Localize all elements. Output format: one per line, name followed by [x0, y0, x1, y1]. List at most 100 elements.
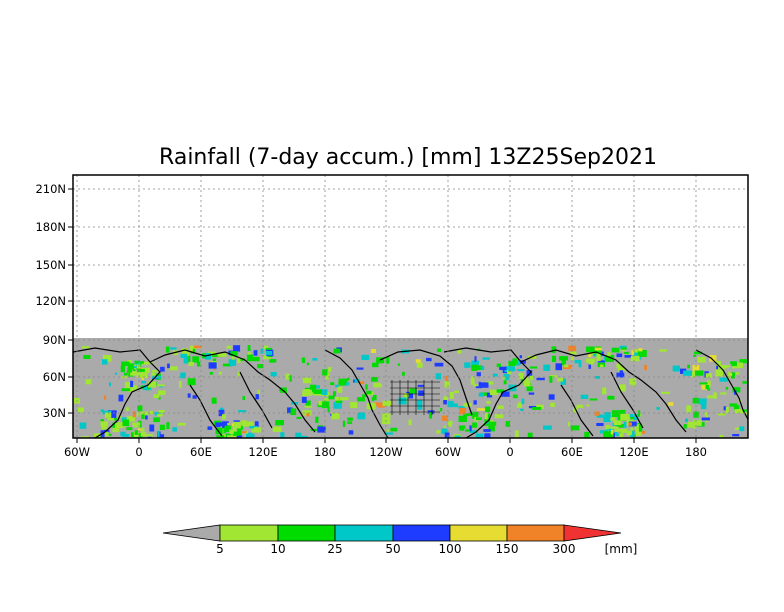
- rainfall-field: [73, 345, 748, 438]
- rain-cell: [731, 372, 735, 379]
- rain-cell: [131, 366, 138, 369]
- rain-cell: [690, 371, 696, 378]
- rain-cell: [512, 394, 518, 399]
- rain-cell: [735, 372, 740, 375]
- rain-cell: [707, 395, 715, 399]
- rain-cell: [136, 364, 141, 369]
- rain-cell: [543, 425, 552, 430]
- rain-cell: [222, 414, 226, 420]
- lat-tick-label: 90N: [43, 333, 66, 347]
- rain-cell: [247, 345, 251, 351]
- rain-cell: [73, 398, 80, 404]
- rain-cell: [619, 384, 626, 392]
- rain-cell: [619, 345, 627, 349]
- rain-cell: [698, 398, 707, 405]
- rain-cell: [212, 354, 221, 358]
- rain-cell: [319, 389, 328, 395]
- rain-cell: [141, 367, 150, 373]
- rain-cell: [287, 407, 293, 414]
- rain-cell: [593, 354, 599, 357]
- rain-cell: [192, 356, 200, 363]
- coastline: [695, 349, 748, 421]
- rain-cell: [122, 419, 129, 426]
- rain-cell: [310, 428, 319, 431]
- rain-cell: [386, 356, 390, 364]
- rain-cell: [458, 425, 466, 429]
- rain-cell: [586, 346, 595, 353]
- lon-tick-label: 180: [685, 445, 707, 459]
- rain-cell: [716, 360, 721, 366]
- rain-cell: [226, 345, 232, 349]
- rain-cell: [179, 381, 182, 388]
- rain-cell: [253, 350, 258, 356]
- rain-cell: [120, 365, 125, 373]
- rain-cell: [342, 420, 346, 427]
- rain-cell: [625, 414, 630, 420]
- rain-cell: [473, 384, 478, 387]
- rain-cell: [208, 362, 217, 369]
- rain-cell: [443, 400, 447, 405]
- map-frame-border: [72, 174, 749, 439]
- rain-cell: [212, 358, 217, 362]
- rain-cell: [619, 433, 624, 438]
- rain-cell: [269, 359, 277, 363]
- rain-cell: [494, 414, 504, 419]
- rain-cell: [137, 405, 143, 412]
- rain-cell: [694, 370, 704, 376]
- rain-cell: [496, 389, 505, 393]
- rain-cell: [102, 359, 108, 365]
- rain-cell: [251, 427, 257, 433]
- rain-cell: [134, 360, 139, 364]
- rain-cell: [563, 364, 569, 368]
- rain-cell: [505, 421, 510, 427]
- legend-threshold-label: 300: [553, 542, 576, 556]
- rain-cell: [492, 373, 498, 377]
- rain-cell: [301, 396, 307, 403]
- rain-cell: [374, 402, 383, 406]
- rain-cell: [390, 427, 398, 432]
- rain-cell: [685, 418, 688, 422]
- rain-cell: [555, 363, 562, 371]
- rain-cell: [305, 400, 311, 407]
- rain-cell: [472, 411, 479, 419]
- rain-cell: [687, 421, 697, 428]
- longitude-axis: 60W 0 60E 120E 180 120W 60W 0 60E 120E 180: [64, 438, 707, 459]
- rain-cell: [157, 413, 163, 417]
- rain-cell: [151, 372, 156, 377]
- rain-cell: [616, 372, 625, 378]
- rain-cell: [211, 397, 217, 404]
- rain-cell: [567, 422, 570, 427]
- rain-cell: [343, 382, 350, 386]
- rain-cell: [528, 392, 535, 395]
- rain-cell: [484, 406, 491, 413]
- rain-cell: [132, 385, 138, 390]
- rain-cell: [322, 369, 328, 376]
- rain-cell: [484, 413, 488, 420]
- rain-cell: [570, 356, 574, 361]
- rain-cell: [529, 375, 534, 380]
- coastlines: [73, 347, 748, 438]
- rain-cell: [742, 409, 748, 412]
- rain-cell: [409, 388, 417, 394]
- rain-cell: [607, 395, 615, 400]
- rain-cell: [152, 369, 158, 373]
- rain-cell: [136, 368, 145, 372]
- rain-cell: [480, 382, 489, 388]
- rain-cell: [216, 435, 225, 438]
- rain-cell: [301, 357, 306, 363]
- rain-cell: [614, 429, 622, 432]
- rain-cell: [529, 366, 538, 369]
- rain-cell: [373, 395, 377, 401]
- rain-cell: [482, 357, 490, 360]
- rain-cell: [440, 408, 443, 412]
- rain-cell: [437, 348, 441, 352]
- rain-cell: [434, 362, 444, 367]
- rain-cell: [402, 371, 405, 376]
- rain-cell: [620, 428, 628, 433]
- rain-cell: [453, 390, 459, 394]
- rain-cell: [520, 376, 523, 383]
- rain-cell: [362, 394, 368, 397]
- rain-cell: [543, 364, 551, 371]
- rain-cell: [134, 430, 138, 435]
- rain-cell: [715, 369, 723, 377]
